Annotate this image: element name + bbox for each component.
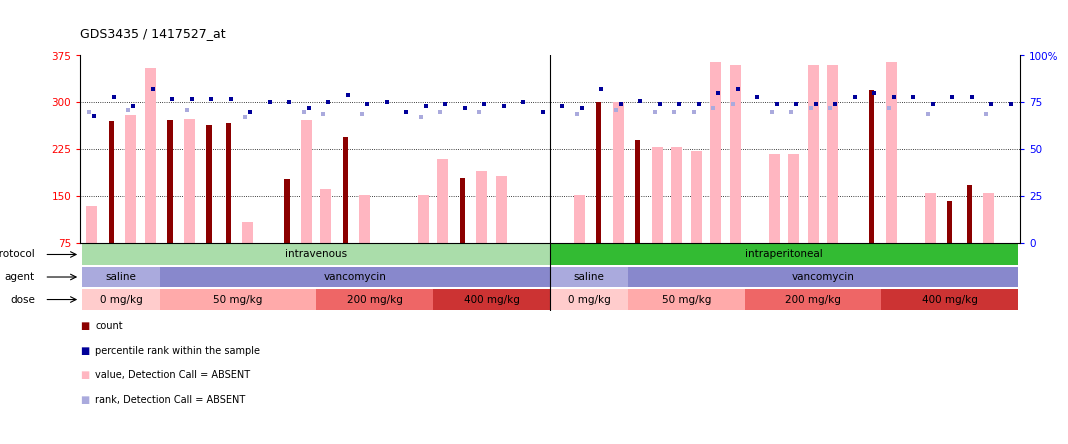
- Bar: [628, 289, 745, 309]
- Bar: [496, 176, 506, 243]
- Text: ■: ■: [80, 370, 90, 380]
- Text: saline: saline: [106, 272, 137, 282]
- Bar: [476, 171, 487, 243]
- Text: ■: ■: [80, 321, 90, 331]
- Text: 400 mg/kg: 400 mg/kg: [922, 294, 977, 305]
- Text: 200 mg/kg: 200 mg/kg: [347, 294, 403, 305]
- Text: intravenous: intravenous: [285, 250, 347, 259]
- Bar: [284, 179, 289, 243]
- Bar: [242, 222, 253, 243]
- Bar: [691, 151, 702, 243]
- Text: protocol: protocol: [0, 250, 35, 259]
- Bar: [550, 244, 1018, 265]
- Bar: [184, 119, 194, 243]
- Bar: [574, 195, 584, 243]
- Bar: [881, 289, 1018, 309]
- Bar: [418, 195, 428, 243]
- Text: 0 mg/kg: 0 mg/kg: [99, 294, 142, 305]
- Text: 0 mg/kg: 0 mg/kg: [568, 294, 611, 305]
- Bar: [320, 189, 331, 243]
- Text: agent: agent: [5, 272, 35, 282]
- Text: 50 mg/kg: 50 mg/kg: [662, 294, 711, 305]
- Text: 200 mg/kg: 200 mg/kg: [785, 294, 842, 305]
- Bar: [984, 193, 994, 243]
- Bar: [788, 154, 799, 243]
- Bar: [947, 201, 953, 243]
- Bar: [87, 206, 97, 243]
- Bar: [885, 62, 897, 243]
- Text: vancomycin: vancomycin: [324, 272, 387, 282]
- Text: vancomycin: vancomycin: [791, 272, 854, 282]
- Bar: [82, 267, 160, 287]
- Bar: [828, 65, 838, 243]
- Bar: [160, 289, 316, 309]
- Bar: [925, 193, 936, 243]
- Bar: [360, 195, 371, 243]
- Bar: [459, 178, 465, 243]
- Bar: [125, 115, 136, 243]
- Text: rank, Detection Call = ABSENT: rank, Detection Call = ABSENT: [95, 395, 246, 404]
- Bar: [145, 68, 156, 243]
- Bar: [710, 62, 721, 243]
- Text: value, Detection Call = ABSENT: value, Detection Call = ABSENT: [95, 370, 250, 380]
- Text: intraperitoneal: intraperitoneal: [745, 250, 822, 259]
- Bar: [301, 120, 312, 243]
- Bar: [635, 140, 641, 243]
- Text: count: count: [95, 321, 123, 331]
- Bar: [160, 267, 550, 287]
- Bar: [109, 121, 114, 243]
- Bar: [82, 244, 550, 265]
- Bar: [769, 154, 780, 243]
- Bar: [438, 159, 449, 243]
- Bar: [343, 137, 348, 243]
- Bar: [729, 65, 740, 243]
- Bar: [807, 65, 818, 243]
- Bar: [596, 103, 601, 243]
- Text: saline: saline: [574, 272, 604, 282]
- Bar: [550, 267, 628, 287]
- Text: ■: ■: [80, 395, 90, 404]
- Bar: [550, 289, 628, 309]
- Bar: [316, 289, 433, 309]
- Bar: [745, 289, 881, 309]
- Bar: [869, 90, 875, 243]
- Bar: [651, 147, 662, 243]
- Bar: [82, 289, 160, 309]
- Bar: [967, 185, 972, 243]
- Bar: [206, 125, 211, 243]
- Text: ■: ■: [80, 346, 90, 356]
- Bar: [672, 147, 682, 243]
- Text: dose: dose: [10, 294, 35, 305]
- Text: 400 mg/kg: 400 mg/kg: [464, 294, 519, 305]
- Text: 50 mg/kg: 50 mg/kg: [214, 294, 263, 305]
- Bar: [225, 123, 231, 243]
- Text: GDS3435 / 1417527_at: GDS3435 / 1417527_at: [80, 27, 225, 40]
- Bar: [167, 120, 173, 243]
- Bar: [433, 289, 550, 309]
- Bar: [628, 267, 1018, 287]
- Bar: [613, 103, 624, 243]
- Text: percentile rank within the sample: percentile rank within the sample: [95, 346, 260, 356]
